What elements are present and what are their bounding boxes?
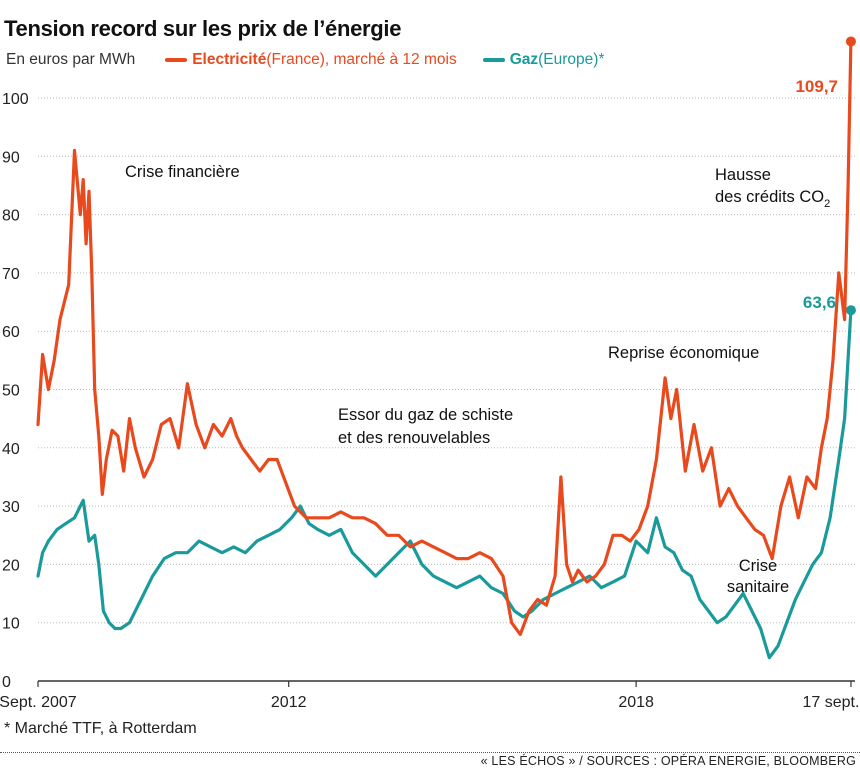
y-tick-labels: 0 10 20 30 40 50 60 70 80 90 100 <box>2 91 29 691</box>
annotation-8: sanitaire <box>727 578 789 596</box>
annotations: 109,7 63,6 Crise financière Essor du gaz de… <box>125 77 838 596</box>
y-tick-label-80: 80 <box>2 208 20 225</box>
y-tick-label-100: 100 <box>2 91 29 108</box>
end-point-gas <box>845 305 856 316</box>
y-tick-label-0: 0 <box>2 674 11 691</box>
series-line-electricity <box>36 39 853 637</box>
series-line-gas <box>36 308 853 660</box>
end-point-electricity <box>845 36 856 47</box>
x-tick-label-3: 17 sept. 2021 <box>802 694 860 711</box>
annotation-co2-text: des crédits CO <box>715 188 824 206</box>
legend-swatch-electricity <box>165 58 188 62</box>
end-label-gas: 63,6 <box>803 293 836 312</box>
unit-label: En euros par MWh <box>6 51 136 68</box>
annotation-0: Crise financière <box>125 163 240 181</box>
annotation-2: et des renouvelables <box>338 429 490 447</box>
legend-label-gas-detail: (Europe)* <box>538 51 605 68</box>
annotation-4: des crédits CO2 <box>715 188 830 210</box>
legend-label-electricity-detail: (France), marché à 12 mois <box>266 51 457 68</box>
legend-swatch-gas <box>482 58 505 62</box>
y-tick-label-70: 70 <box>2 266 20 283</box>
x-tick-label-2: 2018 <box>618 694 654 711</box>
end-label-electricity: 109,7 <box>795 77 838 96</box>
chart-title: Tension record sur les prix de l’énergie <box>4 16 402 41</box>
y-tick-label-30: 30 <box>2 499 20 516</box>
y-tick-label-10: 10 <box>2 616 20 633</box>
y-tick-label-40: 40 <box>2 441 20 458</box>
annotation-3: Hausse <box>715 166 771 184</box>
y-tick-label-50: 50 <box>2 383 20 400</box>
annotation-1: Essor du gaz de schiste <box>338 406 513 424</box>
source-divider <box>0 752 860 753</box>
grid-lines <box>38 97 855 682</box>
legend-item-electricity: Electricité (France), marché à 12 mois <box>165 51 457 69</box>
footnote: * Marché TTF, à Rotterdam <box>4 720 197 737</box>
series-lines <box>36 36 856 660</box>
legend-label-electricity-name: Electricité <box>192 51 267 68</box>
legend: En euros par MWh Electricité (France), m… <box>6 51 604 69</box>
annotation-7: Crise <box>739 557 778 575</box>
x-tick-labels: Sept. 2007 2012 2018 17 sept. 2021 <box>0 681 860 711</box>
y-tick-label-90: 90 <box>2 149 20 166</box>
annotation-6: Reprise économique <box>608 344 759 362</box>
line-chart: 0 10 20 30 40 50 60 70 80 90 100 Sept. 2007 2012 201… <box>0 36 860 711</box>
y-tick-label-20: 20 <box>2 557 20 574</box>
x-tick-label-1: 2012 <box>271 694 307 711</box>
y-tick-label-60: 60 <box>2 324 20 341</box>
x-tick-label-0: Sept. 2007 <box>0 694 77 711</box>
legend-item-gas: Gaz (Europe)* <box>482 51 605 69</box>
source-credit: « LES ÉCHOS » / SOURCES : OPÉRA ENERGIE,… <box>480 754 856 768</box>
legend-label-gas-name: Gaz <box>509 51 539 68</box>
annotation-co2-subscript: 2 <box>824 198 830 210</box>
